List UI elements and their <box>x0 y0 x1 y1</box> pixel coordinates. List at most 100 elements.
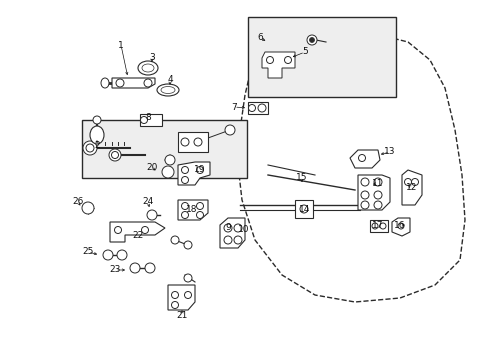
Circle shape <box>145 263 155 273</box>
Circle shape <box>141 226 148 234</box>
Circle shape <box>181 166 188 174</box>
Circle shape <box>373 178 381 186</box>
Circle shape <box>109 149 121 161</box>
Circle shape <box>411 179 418 185</box>
Text: 21: 21 <box>176 310 187 320</box>
Circle shape <box>181 202 188 210</box>
Text: 10: 10 <box>238 225 249 234</box>
Bar <box>82 120 246 178</box>
Circle shape <box>171 292 178 298</box>
Circle shape <box>360 178 368 186</box>
Text: 8: 8 <box>145 113 151 122</box>
Circle shape <box>183 274 192 282</box>
Ellipse shape <box>142 64 154 72</box>
Circle shape <box>404 179 411 185</box>
Ellipse shape <box>90 126 104 144</box>
Polygon shape <box>112 78 155 88</box>
Circle shape <box>194 138 202 146</box>
Circle shape <box>224 125 235 135</box>
Polygon shape <box>220 218 244 248</box>
Circle shape <box>266 57 273 63</box>
Text: 12: 12 <box>406 184 417 193</box>
Circle shape <box>162 166 174 178</box>
Circle shape <box>224 236 231 244</box>
Text: 17: 17 <box>371 220 383 230</box>
Circle shape <box>224 224 231 232</box>
Polygon shape <box>178 162 209 185</box>
Circle shape <box>171 236 179 244</box>
Circle shape <box>147 210 157 220</box>
Text: 13: 13 <box>384 148 395 157</box>
Circle shape <box>284 57 291 63</box>
Circle shape <box>358 154 365 162</box>
Circle shape <box>82 202 94 214</box>
Circle shape <box>130 263 140 273</box>
Text: 23: 23 <box>109 266 121 274</box>
Circle shape <box>117 250 127 260</box>
Circle shape <box>181 176 188 184</box>
Circle shape <box>248 104 255 112</box>
Circle shape <box>116 79 124 87</box>
Text: 26: 26 <box>72 198 83 207</box>
Ellipse shape <box>101 78 109 88</box>
Bar <box>294 200 312 218</box>
Text: 7: 7 <box>231 103 236 112</box>
Circle shape <box>181 211 188 219</box>
Bar <box>369 220 387 232</box>
Polygon shape <box>168 285 195 310</box>
Polygon shape <box>401 170 421 205</box>
Circle shape <box>371 223 377 229</box>
Circle shape <box>143 79 152 87</box>
Text: 11: 11 <box>371 179 383 188</box>
Text: 2: 2 <box>94 140 100 149</box>
Circle shape <box>86 144 94 152</box>
Polygon shape <box>349 150 379 168</box>
Polygon shape <box>178 200 207 220</box>
Text: 25: 25 <box>82 248 94 256</box>
Text: 24: 24 <box>142 198 153 207</box>
Circle shape <box>196 202 203 210</box>
Circle shape <box>140 117 147 123</box>
Ellipse shape <box>138 61 158 75</box>
Circle shape <box>306 35 316 45</box>
Polygon shape <box>262 52 294 78</box>
Text: 14: 14 <box>299 206 310 215</box>
Circle shape <box>196 211 203 219</box>
Text: 16: 16 <box>393 220 405 230</box>
Circle shape <box>373 201 381 209</box>
Circle shape <box>114 226 121 234</box>
Text: 22: 22 <box>132 230 143 239</box>
Circle shape <box>171 302 178 309</box>
Circle shape <box>397 223 403 229</box>
Polygon shape <box>110 222 164 242</box>
Polygon shape <box>391 218 409 236</box>
Bar <box>247 17 395 97</box>
Text: 19: 19 <box>194 166 205 175</box>
Circle shape <box>373 191 381 199</box>
Text: 15: 15 <box>296 174 307 183</box>
Text: 3: 3 <box>149 54 155 63</box>
Text: 4: 4 <box>167 76 172 85</box>
Ellipse shape <box>157 84 179 96</box>
Circle shape <box>184 292 191 298</box>
Circle shape <box>360 201 368 209</box>
Ellipse shape <box>258 104 265 112</box>
Circle shape <box>183 241 192 249</box>
Circle shape <box>299 205 307 213</box>
Bar <box>178 132 207 152</box>
Bar <box>247 102 267 114</box>
Circle shape <box>379 223 385 229</box>
Text: 1: 1 <box>118 40 123 49</box>
Circle shape <box>93 116 101 124</box>
Text: 9: 9 <box>224 224 230 233</box>
Circle shape <box>164 155 175 165</box>
Text: 6: 6 <box>257 33 263 42</box>
Ellipse shape <box>161 86 175 94</box>
Text: 5: 5 <box>302 48 307 57</box>
Circle shape <box>103 250 113 260</box>
Text: 20: 20 <box>146 163 157 172</box>
Circle shape <box>309 37 314 42</box>
Bar <box>140 114 162 126</box>
Circle shape <box>83 141 97 155</box>
Circle shape <box>181 138 189 146</box>
